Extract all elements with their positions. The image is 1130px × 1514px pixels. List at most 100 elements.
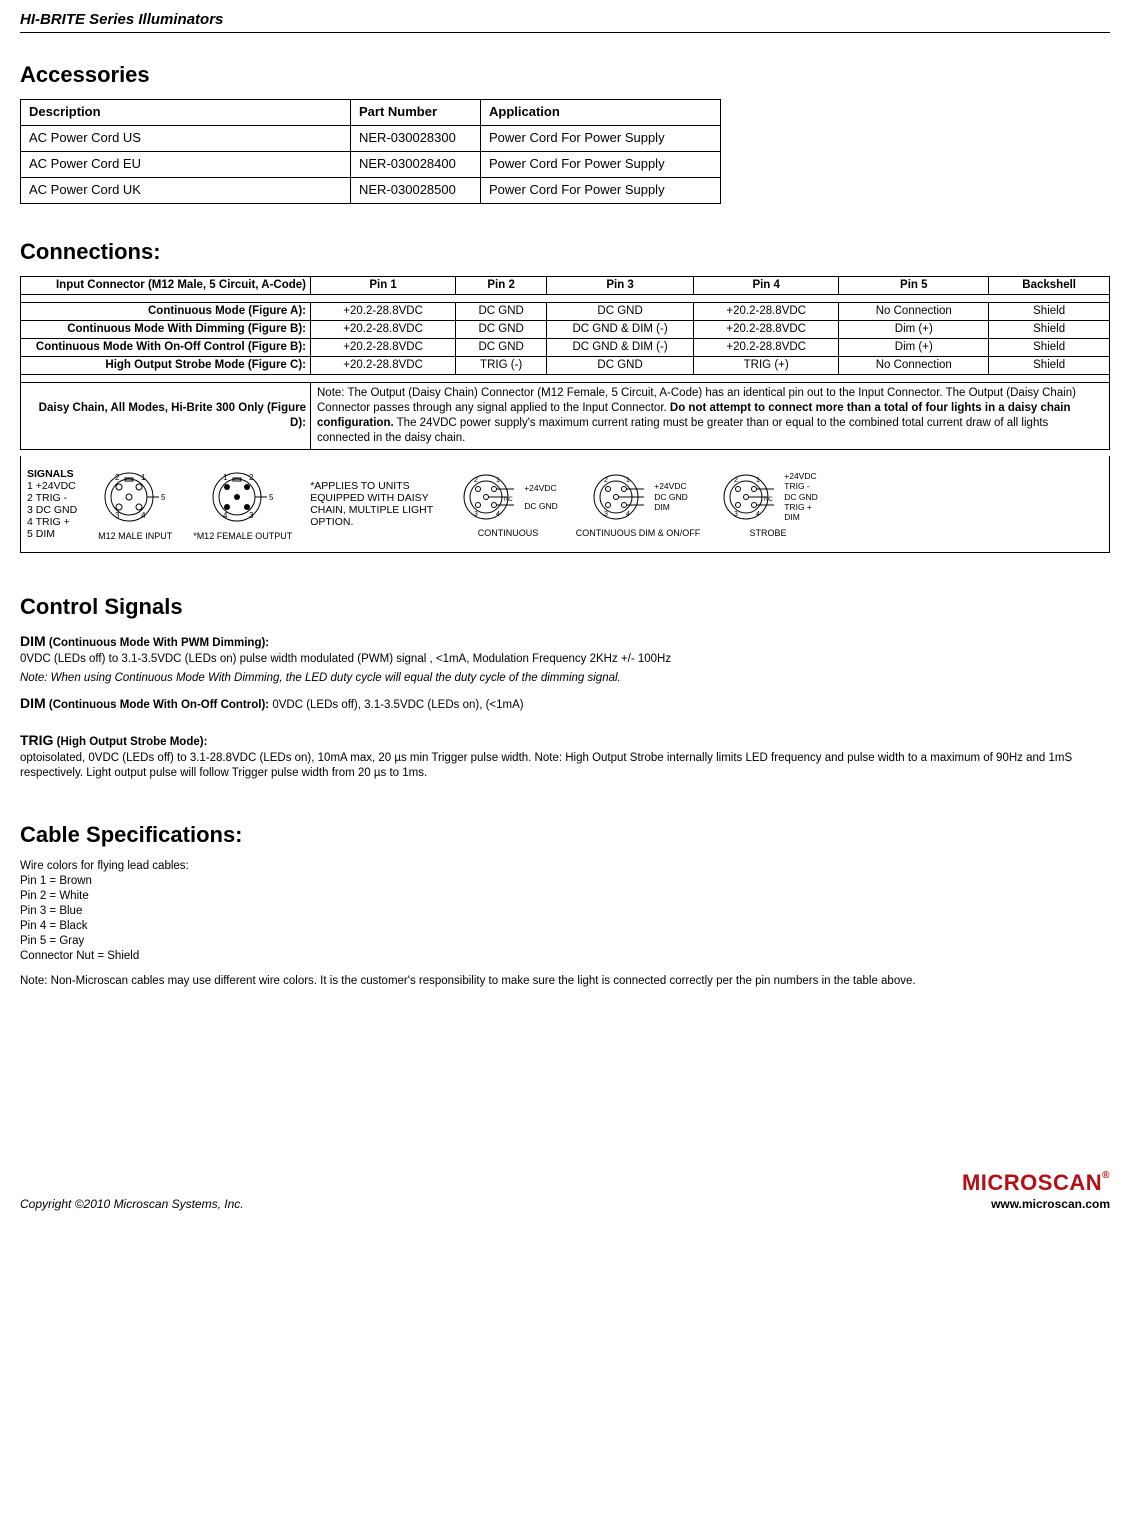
pin-labels: +24VDC TRIG - DC GND TRIG + DIM bbox=[784, 471, 818, 522]
table-row: Continuous Mode With Dimming (Figure B):… bbox=[21, 321, 1110, 339]
control-signals-heading: Control Signals bbox=[20, 593, 1110, 622]
cell: +20.2-28.8VDC bbox=[311, 303, 456, 321]
connections-heading: Connections: bbox=[20, 238, 1110, 267]
copyright: Copyright ©2010 Microscan Systems, Inc. bbox=[20, 1197, 244, 1213]
signal-item: 3 DC GND bbox=[27, 504, 77, 516]
cell: Shield bbox=[989, 321, 1110, 339]
col-pin1: Pin 1 bbox=[311, 277, 456, 295]
row-label: Continuous Mode With On-Off Control (Fig… bbox=[21, 339, 311, 357]
cell: NER-030028500 bbox=[351, 177, 481, 203]
cell: AC Power Cord UK bbox=[21, 177, 351, 203]
cell: No Connection bbox=[839, 357, 989, 375]
svg-text:1: 1 bbox=[496, 477, 500, 484]
col-input-connector: Input Connector (M12 Male, 5 Circuit, A-… bbox=[21, 277, 311, 295]
cable-spec-heading: Cable Specifications: bbox=[20, 821, 1110, 850]
table-row: AC Power Cord EU NER-030028400 Power Cor… bbox=[21, 151, 721, 177]
cell: DC GND bbox=[456, 339, 547, 357]
cable-note: Note: Non-Microscan cables may use diffe… bbox=[20, 974, 1110, 989]
col-application: Application bbox=[481, 100, 721, 126]
cell: NER-030028400 bbox=[351, 151, 481, 177]
dim-onoff-lead: DIM bbox=[20, 695, 46, 711]
row-label: Continuous Mode With Dimming (Figure B): bbox=[21, 321, 311, 339]
signal-item: 5 DIM bbox=[27, 528, 77, 540]
connector-icon: 2 1 3 4 5 bbox=[95, 466, 175, 528]
signals-header: SIGNALS bbox=[27, 468, 77, 480]
dim-caption: CONTINUOUS DIM & ON/OFF bbox=[576, 528, 701, 540]
trig-sub: (High Output Strobe Mode): bbox=[53, 736, 207, 748]
brand-block: MICROSCAN® www.microscan.com bbox=[962, 1169, 1110, 1213]
svg-text:4: 4 bbox=[756, 511, 760, 518]
daisy-chain-row: Daisy Chain, All Modes, Hi-Brite 300 Onl… bbox=[21, 382, 1110, 449]
cell: TRIG (+) bbox=[694, 357, 839, 375]
m12-female-figure: 1 2 4 3 5 *M12 FEMALE OUTPUT bbox=[193, 466, 292, 543]
m12-male-figure: 2 1 3 4 5 M12 MALE INPUT bbox=[95, 466, 175, 543]
svg-text:4: 4 bbox=[496, 511, 500, 518]
cable-line: Pin 4 = Black bbox=[20, 919, 1110, 934]
table-row: AC Power Cord UK NER-030028500 Power Cor… bbox=[21, 177, 721, 203]
row-label: Continuous Mode (Figure A): bbox=[21, 303, 311, 321]
svg-text:2: 2 bbox=[249, 473, 254, 482]
signal-item: 2 TRIG - bbox=[27, 492, 77, 504]
svg-text:2: 2 bbox=[734, 477, 738, 484]
cell: DC GND & DIM (-) bbox=[547, 339, 694, 357]
cell: Shield bbox=[989, 357, 1110, 375]
col-pin3: Pin 3 bbox=[547, 277, 694, 295]
dim-onoff-block: DIM (Continuous Mode With On-Off Control… bbox=[20, 694, 1110, 713]
col-part-number: Part Number bbox=[351, 100, 481, 126]
strobe-caption: STROBE bbox=[750, 528, 787, 540]
cell: NER-030028300 bbox=[351, 125, 481, 151]
col-backshell: Backshell bbox=[989, 277, 1110, 295]
svg-text:1: 1 bbox=[756, 477, 760, 484]
brand-logo: MICROSCAN® bbox=[962, 1169, 1110, 1198]
trig-body: optoisolated, 0VDC (LEDs off) to 3.1-28.… bbox=[20, 751, 1110, 781]
cell: DC GND bbox=[456, 303, 547, 321]
cell: Power Cord For Power Supply bbox=[481, 125, 721, 151]
cell: Shield bbox=[989, 303, 1110, 321]
dim-note: Note: When using Continuous Mode With Di… bbox=[20, 671, 1110, 686]
male-caption: M12 MALE INPUT bbox=[98, 531, 172, 543]
cell: DC GND bbox=[547, 303, 694, 321]
dim-pwm-lead: DIM bbox=[20, 633, 46, 649]
cell: DC GND & DIM (-) bbox=[547, 321, 694, 339]
cell: AC Power Cord EU bbox=[21, 151, 351, 177]
svg-text:2: 2 bbox=[474, 477, 478, 484]
dim-pwm-sub: (Continuous Mode With PWM Dimming): bbox=[46, 637, 269, 649]
signal-item: 4 TRIG + bbox=[27, 516, 77, 528]
continuous-figure: 2 1 3 4 NC +24VDC DC GND CONTINUOUS bbox=[458, 469, 558, 540]
svg-text:2: 2 bbox=[604, 477, 608, 484]
cell: +20.2-28.8VDC bbox=[311, 321, 456, 339]
connector-icon: 2 1 3 4 bbox=[588, 469, 650, 525]
table-row: Continuous Mode (Figure A): +20.2-28.8VD… bbox=[21, 303, 1110, 321]
cell: +20.2-28.8VDC bbox=[694, 321, 839, 339]
cell: +20.2-28.8VDC bbox=[311, 339, 456, 357]
connector-icon: 2 1 3 4 NC bbox=[718, 469, 780, 525]
trig-block: TRIG (High Output Strobe Mode): optoisol… bbox=[20, 731, 1110, 781]
signal-item: 1 +24VDC bbox=[27, 480, 77, 492]
cell: No Connection bbox=[839, 303, 989, 321]
cell: Dim (+) bbox=[839, 339, 989, 357]
table-row: High Output Strobe Mode (Figure C): +20.… bbox=[21, 357, 1110, 375]
svg-text:3: 3 bbox=[249, 511, 254, 520]
cell: +20.2-28.8VDC bbox=[694, 339, 839, 357]
svg-text:4: 4 bbox=[141, 511, 146, 520]
daisy-note: Note: The Output (Daisy Chain) Connector… bbox=[311, 382, 1110, 449]
daisy-label: Daisy Chain, All Modes, Hi-Brite 300 Onl… bbox=[21, 382, 311, 449]
page-footer: Copyright ©2010 Microscan Systems, Inc. … bbox=[20, 1169, 1110, 1213]
col-pin5: Pin 5 bbox=[839, 277, 989, 295]
cell: TRIG (-) bbox=[456, 357, 547, 375]
svg-text:NC: NC bbox=[504, 497, 513, 503]
cable-line: Pin 5 = Gray bbox=[20, 934, 1110, 949]
cell: DC GND bbox=[547, 357, 694, 375]
cell: Power Cord For Power Supply bbox=[481, 177, 721, 203]
trig-lead: TRIG bbox=[20, 732, 53, 748]
svg-text:4: 4 bbox=[626, 511, 630, 518]
svg-text:3: 3 bbox=[115, 511, 120, 520]
svg-text:4: 4 bbox=[223, 511, 228, 520]
svg-text:5: 5 bbox=[161, 493, 166, 502]
cell: Power Cord For Power Supply bbox=[481, 151, 721, 177]
cell: AC Power Cord US bbox=[21, 125, 351, 151]
svg-text:1: 1 bbox=[626, 477, 630, 484]
svg-text:NC: NC bbox=[764, 497, 773, 503]
svg-text:2: 2 bbox=[115, 473, 120, 482]
col-pin2: Pin 2 bbox=[456, 277, 547, 295]
